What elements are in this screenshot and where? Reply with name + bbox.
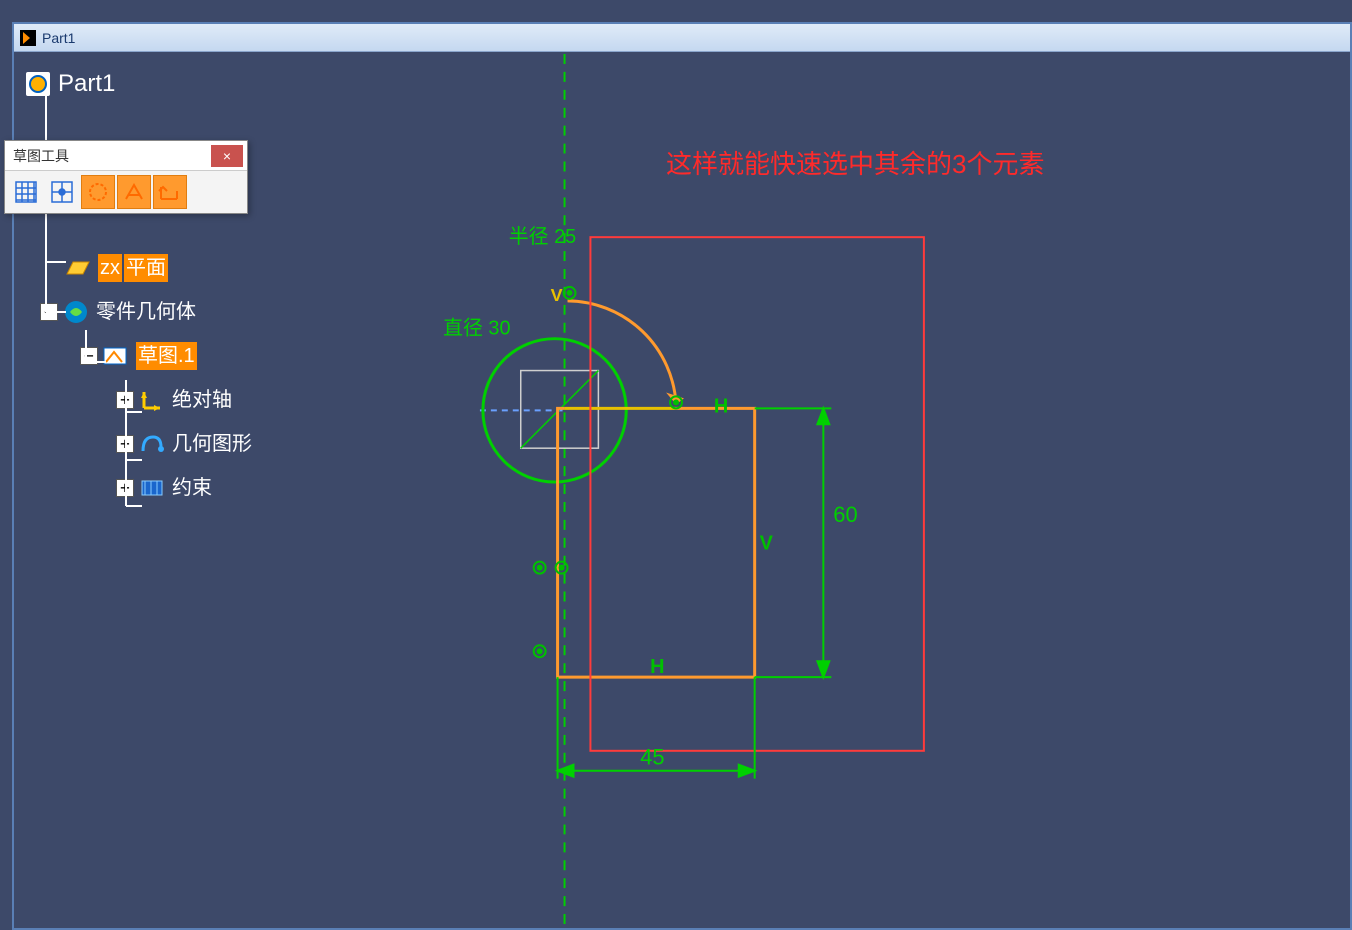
toolbox-titlebar[interactable]: 草图工具 × [5,141,247,171]
part-window: Part1 [12,22,1352,930]
zx-badge: zx [98,254,122,282]
diameter-label: 直径 30 [443,317,510,340]
construction-icon[interactable] [81,175,115,209]
dim-60-value: 60 [833,502,857,527]
toolbox-title: 草图工具 [13,146,69,166]
zx-plane-label: 平面 [124,254,168,282]
selection-box[interactable] [590,237,923,751]
tree-root-label: Part1 [58,67,115,101]
snap-grid-icon[interactable] [45,175,79,209]
tree-constraint[interactable]: + 约束 [24,466,252,510]
geom-constraint-icon[interactable] [117,175,151,209]
tree-zx-plane[interactable]: zx 平面 [24,246,252,290]
constraint-label: 约束 [172,474,212,502]
h-constraint-bottom: H [650,656,664,678]
expander-sketch[interactable]: − [80,347,98,365]
sketch-label: 草图.1 [136,342,197,370]
geometry-label: 几何图形 [172,430,252,458]
plane-icon [64,254,92,282]
toolbox-body [5,171,247,213]
partbody-label: 零件几何体 [96,298,196,326]
sketch-toolbox[interactable]: 草图工具 × [4,140,248,214]
tree-abs-axis[interactable]: + 绝对轴 [24,378,252,422]
tree-sketch[interactable]: − 草图.1 [24,334,252,378]
axis-icon [138,386,166,414]
expander-geom[interactable]: + [116,435,134,453]
abs-axis-label: 绝对轴 [172,386,232,414]
app-icon [20,30,36,46]
window-title-bar[interactable]: Part1 [14,24,1350,52]
annotation-text: 这样就能快速选中其余的3个元素 [666,144,1044,181]
constraint-markers [534,287,682,657]
expander-partbody[interactable]: − [40,303,58,321]
sketch-icon [102,342,130,370]
expander-axis[interactable]: + [116,391,134,409]
radius-label: 半径 25 [509,225,576,248]
tree-part-body[interactable]: − 零件几何体 [24,290,252,334]
toolbox-close-button[interactable]: × [211,145,243,167]
tree-root[interactable]: Part1 [24,62,252,106]
partbody-icon [62,298,90,326]
grid-icon[interactable] [9,175,43,209]
constraint-icon [138,474,166,502]
h-constraint-top: H [714,395,728,417]
expander-constraint[interactable]: + [116,479,134,497]
v-glyph-top: V [551,285,563,305]
tree-geometry[interactable]: + 几何图形 [24,422,252,466]
window-title: Part1 [42,30,75,46]
dim-constraint-icon[interactable] [153,175,187,209]
geometry-icon [138,430,166,458]
viewport[interactable]: V H H V 60 45 [16,54,1348,926]
spec-tree[interactable]: Part1 zx 平面 − 零件几何体 [24,62,252,510]
dim-45-value: 45 [640,745,664,770]
v-constraint: V [760,533,774,555]
part-icon [24,70,52,98]
